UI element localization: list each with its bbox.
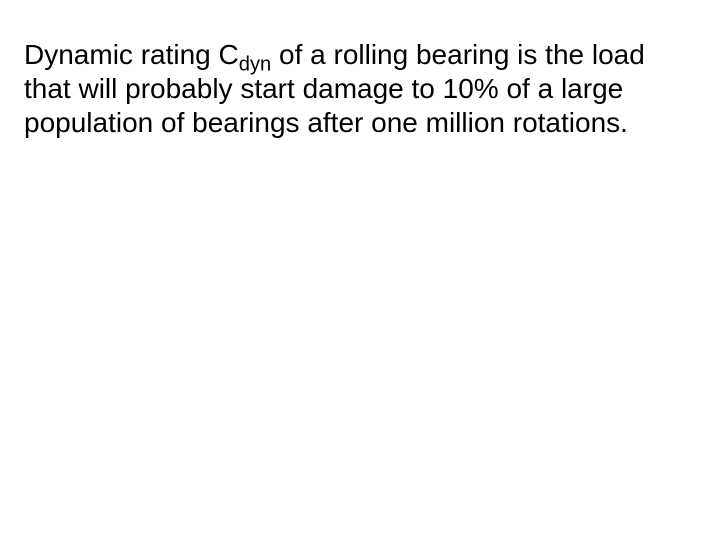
text-part-1: Dynamic rating C (24, 39, 239, 70)
slide-canvas: Dynamic rating Cdyn of a rolling bearing… (0, 0, 720, 540)
body-paragraph: Dynamic rating Cdyn of a rolling bearing… (24, 38, 696, 140)
